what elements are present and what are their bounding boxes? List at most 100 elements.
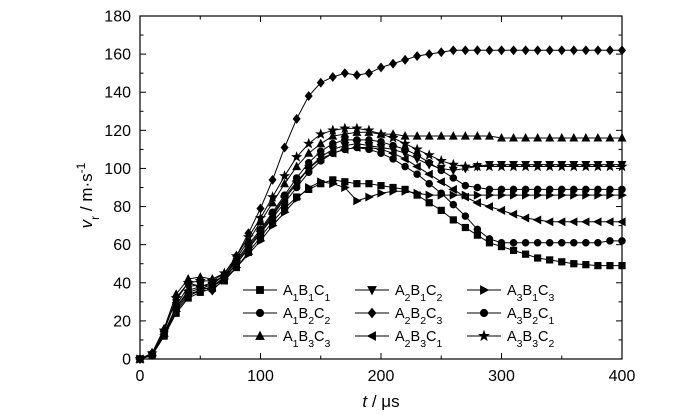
data-point-A3B2C1 — [509, 238, 518, 247]
data-point-A3B3C2 — [327, 124, 339, 136]
data-point-A1B3C3 — [497, 133, 506, 142]
data-point-A3B2C1 — [413, 170, 421, 178]
data-point-A3B3C2 — [387, 132, 399, 143]
data-point-A1B3C3 — [268, 197, 278, 207]
series-line-A3B2C1 — [139, 146, 622, 360]
data-point-A1B2C2 — [533, 185, 542, 194]
legend-entry-A3B2C1: A3B2C1 — [467, 306, 555, 327]
data-point-A2B3C1 — [195, 282, 204, 292]
data-point-A3B1C3 — [317, 177, 326, 187]
data-point-A2B2C3 — [304, 91, 313, 101]
data-point-A1B3C3 — [581, 133, 591, 142]
data-point-A3B3C2 — [230, 250, 242, 261]
data-point-A3B3C2 — [170, 292, 182, 303]
data-point-A2B3C1 — [496, 205, 506, 215]
data-point-A3B1C3 — [485, 190, 495, 200]
legend-label: A2B3C1 — [395, 329, 443, 350]
data-point-A3B3C2 — [483, 160, 495, 172]
legend-label: A3B1C3 — [507, 283, 555, 304]
data-point-A2B3C1 — [508, 209, 518, 219]
data-point-A2B2C3 — [364, 68, 373, 79]
data-point-A1B2C2 — [485, 185, 494, 194]
data-point-A2B3C1 — [183, 285, 192, 295]
data-point-A2B3C1 — [255, 226, 265, 236]
data-point-A1B1C1 — [461, 223, 469, 232]
data-point-A3B1C3 — [353, 196, 362, 206]
legend-marker — [480, 285, 490, 295]
data-point-A2B3C1 — [376, 144, 385, 154]
data-point-A3B1C3 — [521, 190, 531, 200]
data-point-A1B3C3 — [280, 178, 290, 188]
data-point-A1B2C2 — [329, 139, 337, 148]
data-point-A1B3C3 — [460, 131, 470, 140]
data-point-A3B1C3 — [268, 221, 278, 231]
data-point-A2B3C1 — [448, 184, 457, 194]
y-tick-label: 60 — [113, 237, 131, 254]
data-point-A2B3C1 — [424, 169, 433, 179]
data-point-A3B1C3 — [582, 190, 591, 200]
legend-marker — [255, 330, 265, 340]
data-point-A2B2C3 — [533, 45, 542, 56]
data-point-A1B1C1 — [353, 180, 361, 188]
data-point-A1B2C2 — [316, 147, 325, 156]
data-point-A2B2C3 — [485, 45, 494, 56]
data-point-A1B3C3 — [304, 148, 314, 157]
legend-marker — [366, 331, 376, 341]
data-point-A2B2C3 — [521, 45, 530, 56]
data-point-A3B3C2 — [544, 160, 556, 172]
data-point-A3B3C2 — [508, 160, 520, 172]
legend-marker — [256, 286, 264, 294]
data-point-A3B3C2 — [291, 151, 303, 162]
data-point-A1B2C2 — [389, 141, 397, 150]
data-point-A3B1C3 — [546, 190, 555, 200]
data-point-A3B1C3 — [509, 190, 519, 200]
data-point-A1B3C3 — [340, 129, 350, 138]
data-point-A3B3C2 — [520, 160, 532, 172]
data-point-A3B3C2 — [592, 160, 604, 172]
data-point-A2B3C1 — [279, 192, 289, 202]
data-point-A1B2C2 — [594, 185, 602, 194]
data-point-A3B3C2 — [556, 160, 568, 172]
data-point-A1B1C1 — [570, 260, 578, 268]
data-point-A2B2C3 — [473, 45, 482, 56]
legend-entry-A1B3C3: A1B3C3 — [243, 329, 331, 350]
data-point-A2B2C3 — [449, 45, 458, 56]
legend-label: A1B2C2 — [283, 306, 331, 327]
data-point-A2B2C3 — [376, 62, 386, 73]
data-point-A3B1C3 — [389, 186, 398, 196]
data-point-A1B3C3 — [605, 133, 615, 142]
series-line-A3B1C3 — [139, 181, 622, 360]
data-point-A1B2C2 — [353, 136, 361, 144]
data-point-A1B1C1 — [606, 262, 614, 270]
legend: A1B1C1 A2B1C2 A3B1C3 A1B2C2 A2B2C3 A3B2C1 A1B3… — [243, 283, 555, 350]
data-point-A1B3C3 — [569, 133, 579, 142]
series-A2B1C2 — [135, 140, 627, 364]
y-tick-label: 140 — [104, 85, 131, 102]
series-A2B3C1 — [135, 143, 626, 364]
data-point-A3B3C2 — [435, 154, 447, 166]
legend-label: A1B1C1 — [283, 283, 331, 304]
x-axis-title: t / μs — [362, 392, 399, 411]
data-point-A2B2C3 — [401, 54, 410, 65]
data-point-A2B3C1 — [412, 162, 421, 171]
data-point-A3B2C1 — [485, 235, 494, 243]
data-point-A3B2C1 — [497, 238, 506, 247]
data-point-A3B3C2 — [267, 191, 279, 202]
data-point-A2B3C1 — [291, 177, 301, 187]
data-point-A2B2C3 — [292, 113, 301, 124]
data-point-A3B1C3 — [473, 190, 483, 200]
data-point-A1B2C2 — [606, 185, 614, 194]
data-point-A1B3C3 — [472, 131, 482, 140]
y-tick-label: 180 — [104, 9, 131, 26]
legend-entry-A2B2C3: A2B2C3 — [355, 306, 443, 327]
data-point-A1B2C2 — [365, 136, 373, 144]
data-point-A1B3C3 — [316, 138, 326, 148]
data-point-A3B3C2 — [532, 160, 544, 172]
x-tick-label: 300 — [488, 368, 515, 385]
data-point-A3B3C2 — [218, 267, 230, 278]
data-point-A2B2C3 — [268, 174, 277, 185]
data-point-A3B2C1 — [533, 238, 542, 247]
data-point-A3B2C1 — [545, 238, 554, 247]
series-line-A1B1C1 — [139, 179, 622, 360]
data-point-A3B1C3 — [413, 188, 423, 198]
